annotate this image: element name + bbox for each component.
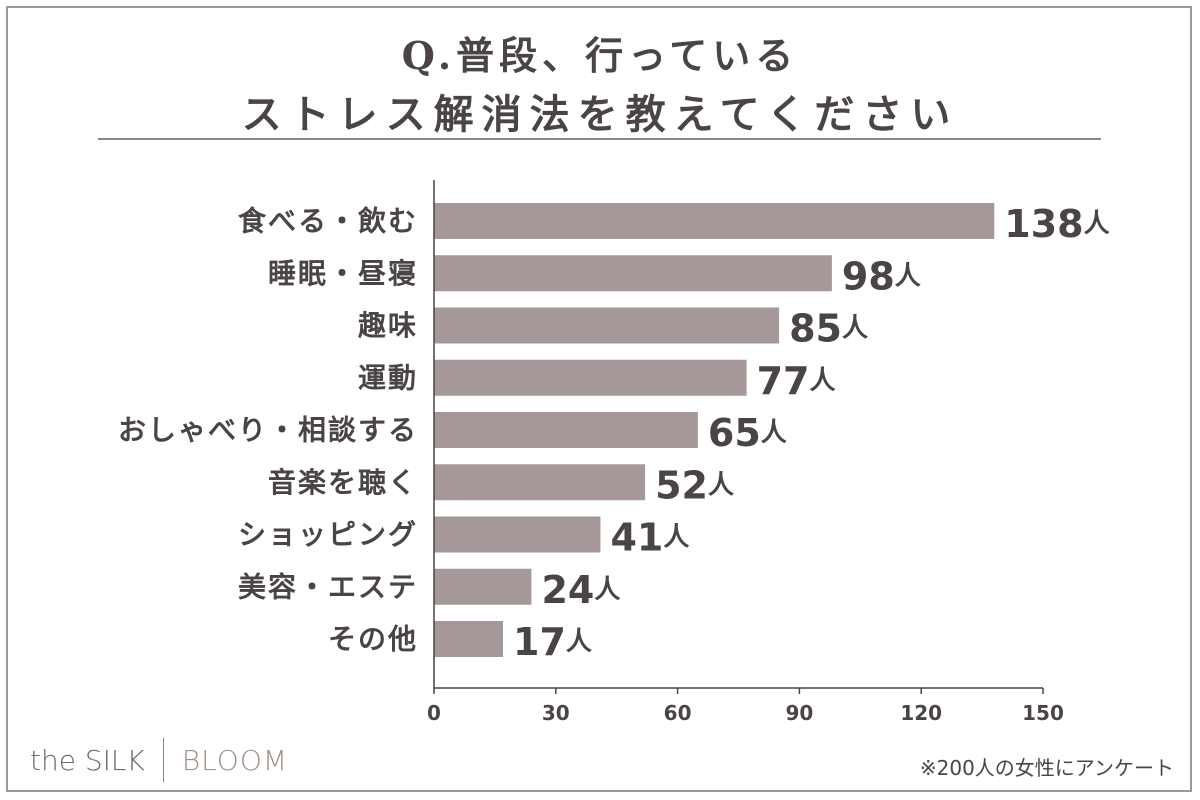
survey-footnote: ※200人の女性にアンケート [919, 756, 1174, 780]
bar-2 [434, 307, 780, 344]
category-label-5: 音楽を聴く [268, 466, 418, 499]
value-label-2: 85人 [789, 307, 868, 351]
x-tick-label-5: 150 [1022, 701, 1064, 725]
x-tick-label-2: 60 [664, 701, 692, 725]
bar-1 [434, 255, 832, 292]
bar-5 [434, 464, 646, 501]
bar-6 [434, 516, 601, 553]
chart-title-line2: ストレス解消法を教えてください [241, 91, 959, 138]
value-label-4: 65人 [708, 411, 787, 455]
value-label-8: 17人 [513, 620, 592, 664]
brand-name-right: BLOOM [181, 743, 289, 777]
value-label-3: 77人 [757, 359, 836, 403]
brand-name-left: the SILK [30, 743, 145, 777]
value-label-1: 98人 [842, 254, 921, 298]
category-label-4: おしゃべり・相談する [118, 414, 418, 447]
value-label-0: 138人 [1004, 202, 1109, 246]
value-label-7: 24人 [541, 568, 620, 612]
x-tick-label-3: 90 [785, 701, 813, 725]
bar-7 [434, 568, 532, 605]
category-label-3: 運動 [358, 361, 418, 394]
category-label-7: 美容・エステ [238, 570, 418, 603]
brand-separator [162, 738, 164, 782]
chart-title-line1: Q.普段、行っている [401, 33, 799, 78]
category-label-0: 食べる・飲む [238, 205, 418, 238]
brand-logo: the SILK BLOOM [30, 738, 288, 782]
x-tick-label-0: 0 [427, 701, 441, 725]
value-label-5: 52人 [655, 463, 734, 507]
category-label-6: ショッピング [238, 518, 418, 551]
bar-4 [434, 412, 698, 448]
category-label-8: その他 [328, 623, 418, 656]
bar-3 [434, 359, 747, 396]
outer-frame [6, 6, 1192, 792]
category-label-1: 睡眠・昼寝 [268, 257, 418, 290]
bar-8 [434, 621, 504, 657]
x-tick-label-4: 120 [900, 701, 942, 725]
title-divider [98, 138, 1101, 140]
value-label-6: 41人 [610, 516, 689, 560]
category-label-2: 趣味 [358, 309, 418, 342]
x-tick-label-1: 30 [542, 701, 570, 725]
bar-0 [434, 203, 995, 239]
